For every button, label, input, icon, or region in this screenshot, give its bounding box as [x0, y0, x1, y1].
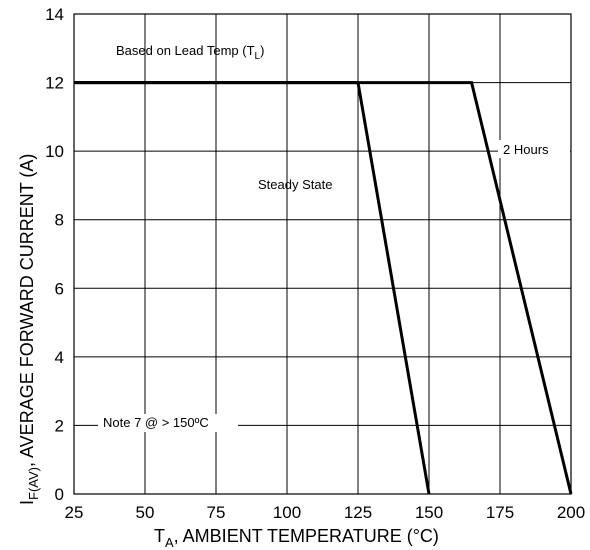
two-hours-label-bg — [498, 140, 570, 158]
series-layer — [74, 81, 573, 495]
steady-state-annotation: Steady State — [258, 177, 332, 192]
note-label-bg — [98, 414, 238, 432]
y-tick-label: 14 — [45, 5, 64, 24]
x-tick-label: 175 — [486, 503, 514, 522]
note-annotation: Note 7 @ > 150ºC — [103, 415, 209, 430]
x-tick-label: 25 — [65, 503, 84, 522]
y-tick-label: 12 — [45, 74, 64, 93]
y-axis-title: IF(AV), AVERAGE FORWARD CURRENT (A) — [17, 154, 41, 505]
two-hours-annotation: 2 Hours — [503, 142, 549, 157]
tick-labels: 25 50 75 100 125 150 175 200 0 2 4 6 8 10 12 14 — [45, 5, 585, 522]
y-tick-label: 6 — [55, 279, 64, 298]
y-tick-label: 8 — [55, 211, 64, 230]
y-tick-label: 0 — [55, 485, 64, 504]
lead-temp-annotation: Based on Lead Temp (TL) — [116, 43, 264, 62]
y-tick-label: 10 — [45, 142, 64, 161]
series-line-2-hours — [74, 81, 573, 495]
x-tick-label: 150 — [415, 503, 443, 522]
x-tick-label: 75 — [207, 503, 226, 522]
x-tick-label: 50 — [136, 503, 155, 522]
x-tick-label: 125 — [344, 503, 372, 522]
plot-frame — [73, 13, 572, 495]
y-tick-label: 4 — [55, 348, 64, 367]
y-tick-label: 2 — [55, 416, 64, 435]
x-axis-title: TA, AMBIENT TEMPERATURE (°C) — [154, 526, 439, 550]
x-tick-label: 100 — [273, 503, 301, 522]
x-tick-label: 200 — [557, 503, 585, 522]
